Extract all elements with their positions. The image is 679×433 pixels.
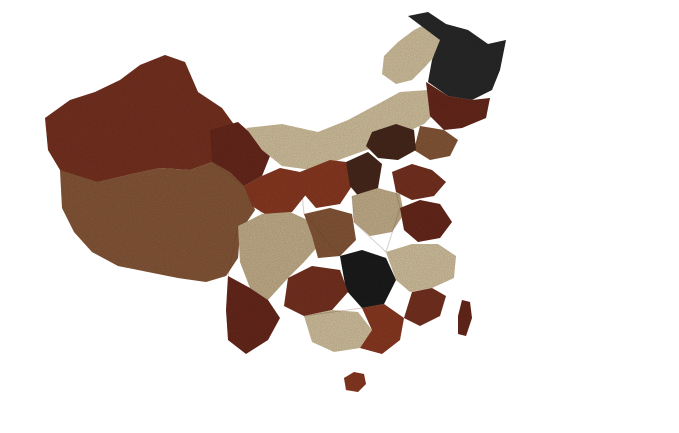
region-east-central (400, 200, 452, 242)
region-south-island (344, 372, 366, 392)
region-north-central-3 (346, 152, 382, 198)
region-far-southwest (226, 276, 280, 354)
region-southeast-coast (404, 288, 446, 326)
region-southwest (60, 162, 255, 282)
region-group (45, 12, 506, 392)
region-north-central-1 (366, 124, 416, 160)
region-southeast-tan (386, 244, 456, 292)
region-north-band (246, 90, 440, 170)
region-northeast-red (426, 82, 490, 130)
region-south-central-tan (238, 212, 320, 300)
region-northeast-strip (382, 22, 444, 84)
region-east-island (458, 300, 472, 336)
region-south-1 (284, 266, 348, 316)
region-west (45, 55, 246, 182)
region-central-west (244, 168, 308, 216)
region-coast-north (392, 164, 446, 200)
region-seams (211, 161, 401, 317)
region-central-light (352, 188, 404, 236)
region-south-central-brown (304, 208, 356, 258)
region-south-tan (304, 310, 372, 352)
region-northeast-brown (414, 126, 458, 160)
region-south-central-black (340, 250, 396, 308)
region-north-central-2 (300, 160, 352, 208)
region-south-coast (360, 304, 404, 354)
region-far-northeast (408, 12, 506, 100)
